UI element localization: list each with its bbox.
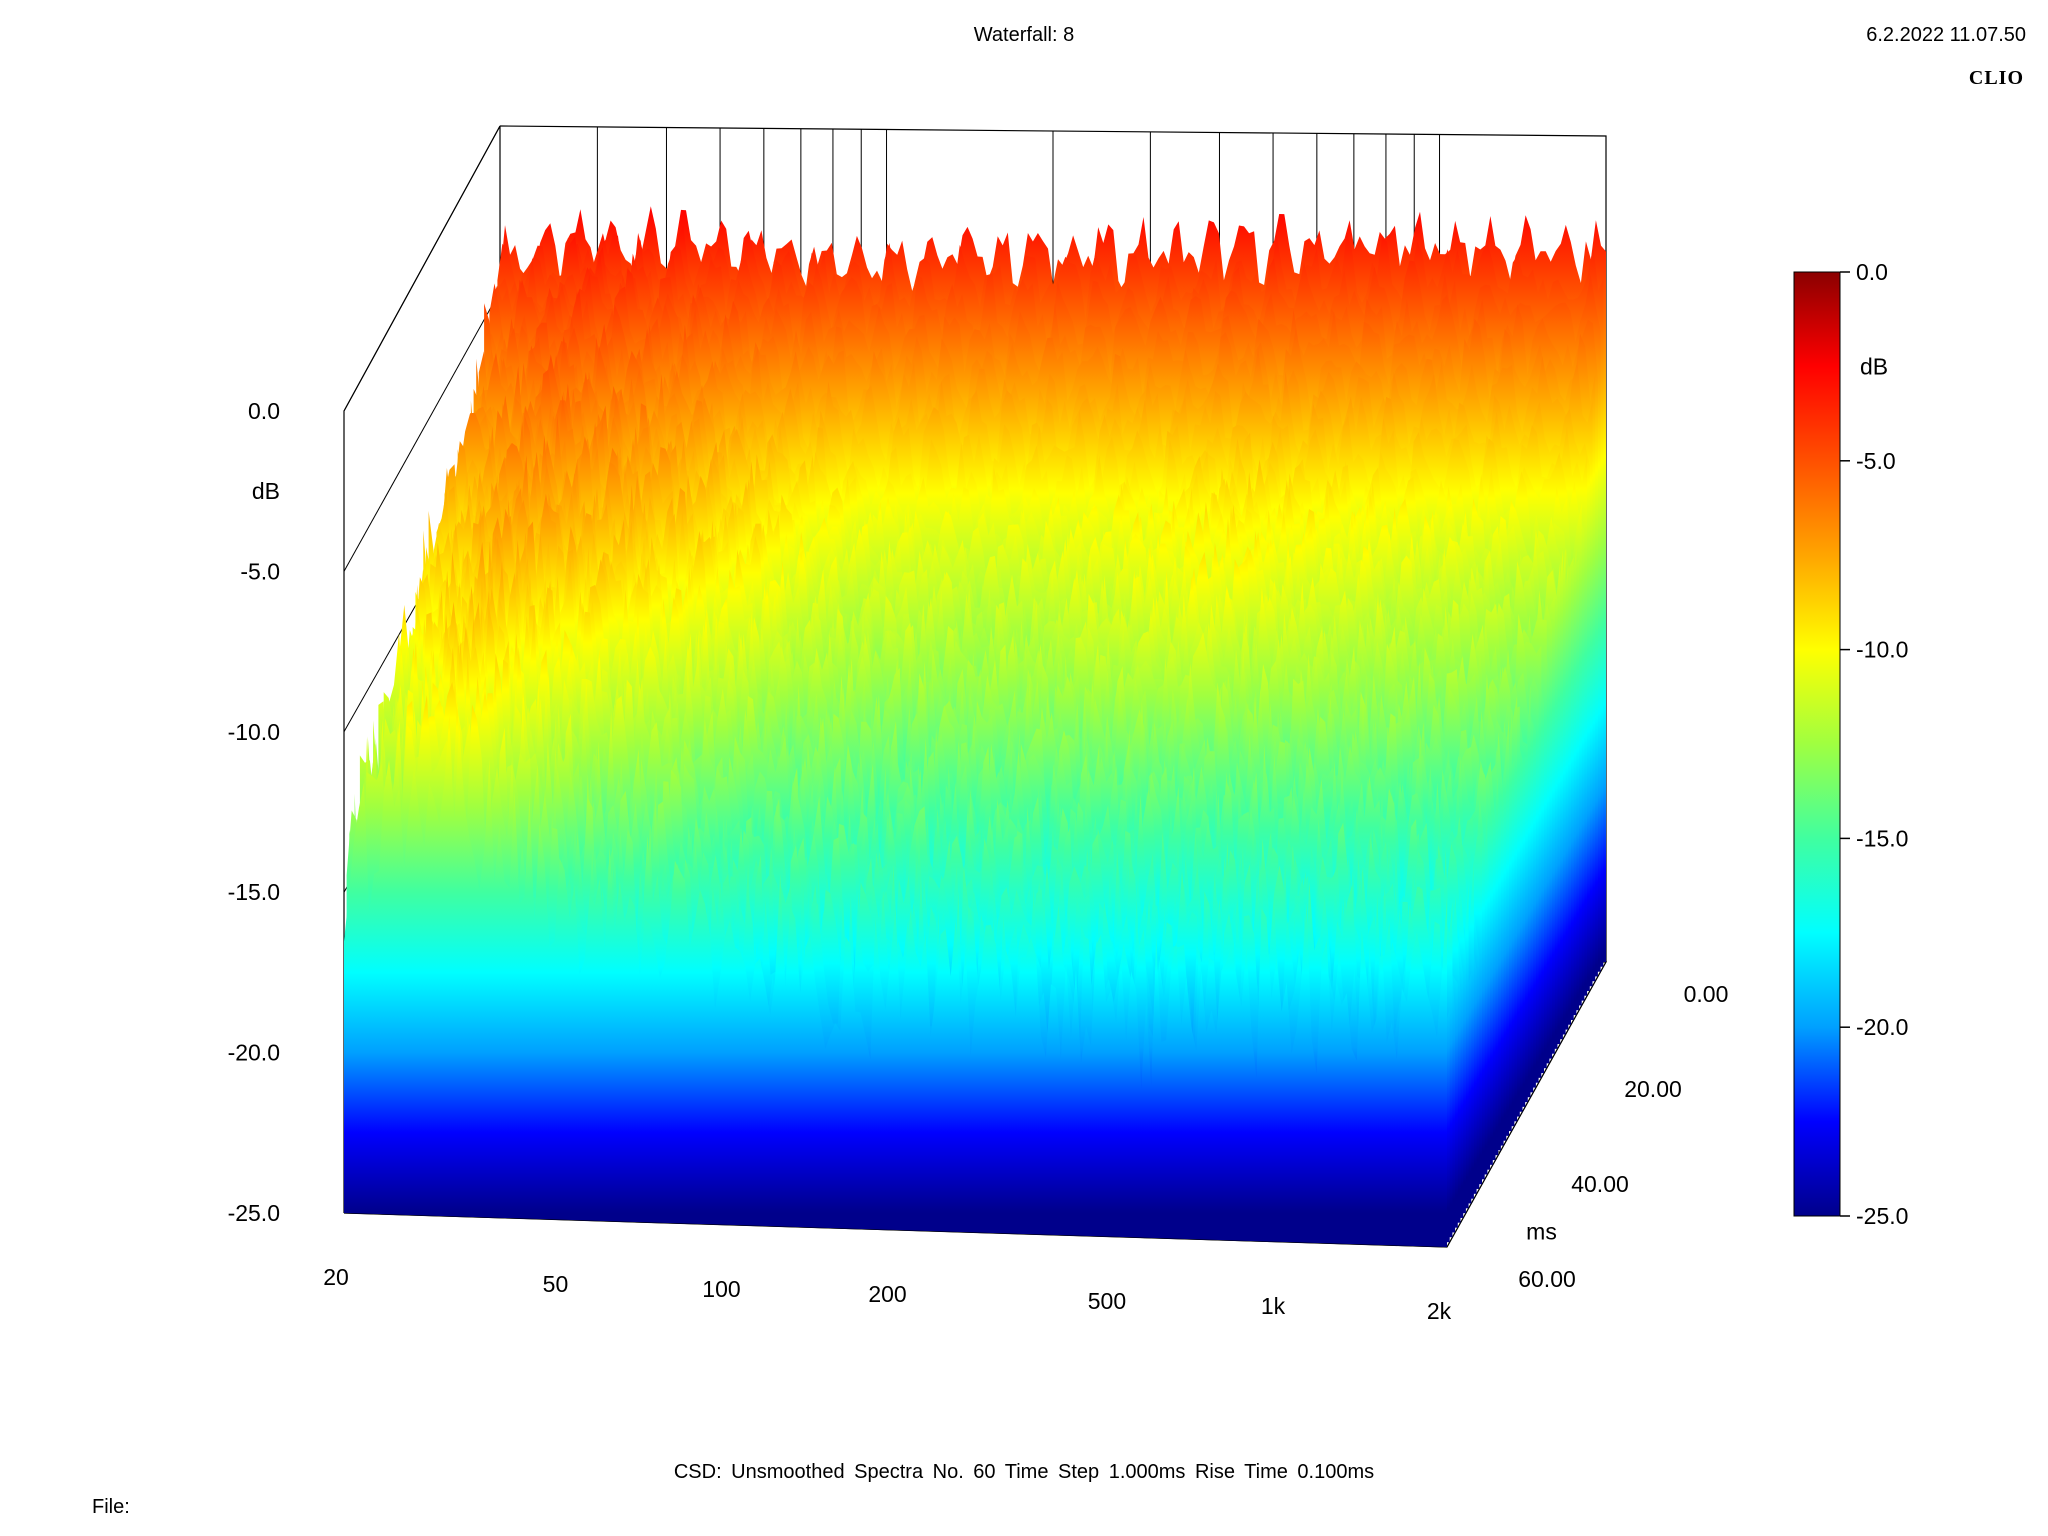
brand-logo: CLIO [1968,67,2024,89]
z-axis-unit: dB [252,478,280,504]
colorbar-tick-label: -15.0 [1856,825,1908,851]
measurement-info: CSD: Unsmoothed Spectra No. 60 Time Step… [673,1461,1375,1483]
spectrum-slice [344,716,1447,1247]
z-tick-label: -25.0 [228,1200,280,1226]
freq-tick-label: 20 [323,1264,349,1290]
waterfall-surface [344,206,1606,1247]
freq-tick-label: 500 [1088,1288,1126,1314]
frequency-axis-ticks: 20 50 100 200 500 1k 2k [323,1264,1451,1324]
colorbar-unit: dB [1860,353,1888,379]
colorbar-gradient [1793,271,1841,1217]
freq-tick-label: 50 [543,1271,569,1297]
colorbar: 0.0 -5.0 -10.0 -15.0 -20.0 -25.0 dB [1793,259,1908,1229]
z-tick-label: -5.0 [240,558,280,584]
z-tick-label: 0.0 [248,398,280,424]
time-tick-label: 40.00 [1571,1171,1629,1197]
colorbar-tick-label: -5.0 [1856,448,1896,474]
left-wall-gridline [343,125,501,412]
time-tick-label: 0.00 [1684,981,1729,1007]
freq-tick-label: 100 [702,1276,740,1302]
colorbar-tick-label: 0.0 [1856,259,1888,285]
z-tick-label: -10.0 [228,719,280,745]
time-tick-label: 60.00 [1518,1266,1576,1292]
file-label: File: [92,1496,130,1518]
freq-tick-label: 200 [868,1281,906,1307]
z-tick-label: -15.0 [228,879,280,905]
freq-tick-label: 1k [1261,1293,1286,1319]
timestamp: 6.2.2022 11.07.50 [1866,24,2026,46]
colorbar-tick-label: -20.0 [1856,1014,1908,1040]
time-axis-ticks: 0.00 20.00 40.00 60.00 ms [1518,981,1728,1292]
left-wall-gridline [343,290,501,572]
z-axis-ticks: 0.0 -5.0 -10.0 -15.0 -20.0 -25.0 dB [228,398,280,1226]
chart-title: Waterfall: 8 [973,24,1075,46]
z-tick-label: -20.0 [228,1040,280,1066]
freq-tick-label: 2k [1427,1298,1452,1324]
time-axis-unit: ms [1526,1219,1557,1245]
colorbar-tick-label: -10.0 [1856,637,1908,663]
colorbar-tick-label: -25.0 [1856,1203,1908,1229]
floor-freq-line [1446,961,1607,1248]
time-tick-label: 20.00 [1624,1076,1682,1102]
